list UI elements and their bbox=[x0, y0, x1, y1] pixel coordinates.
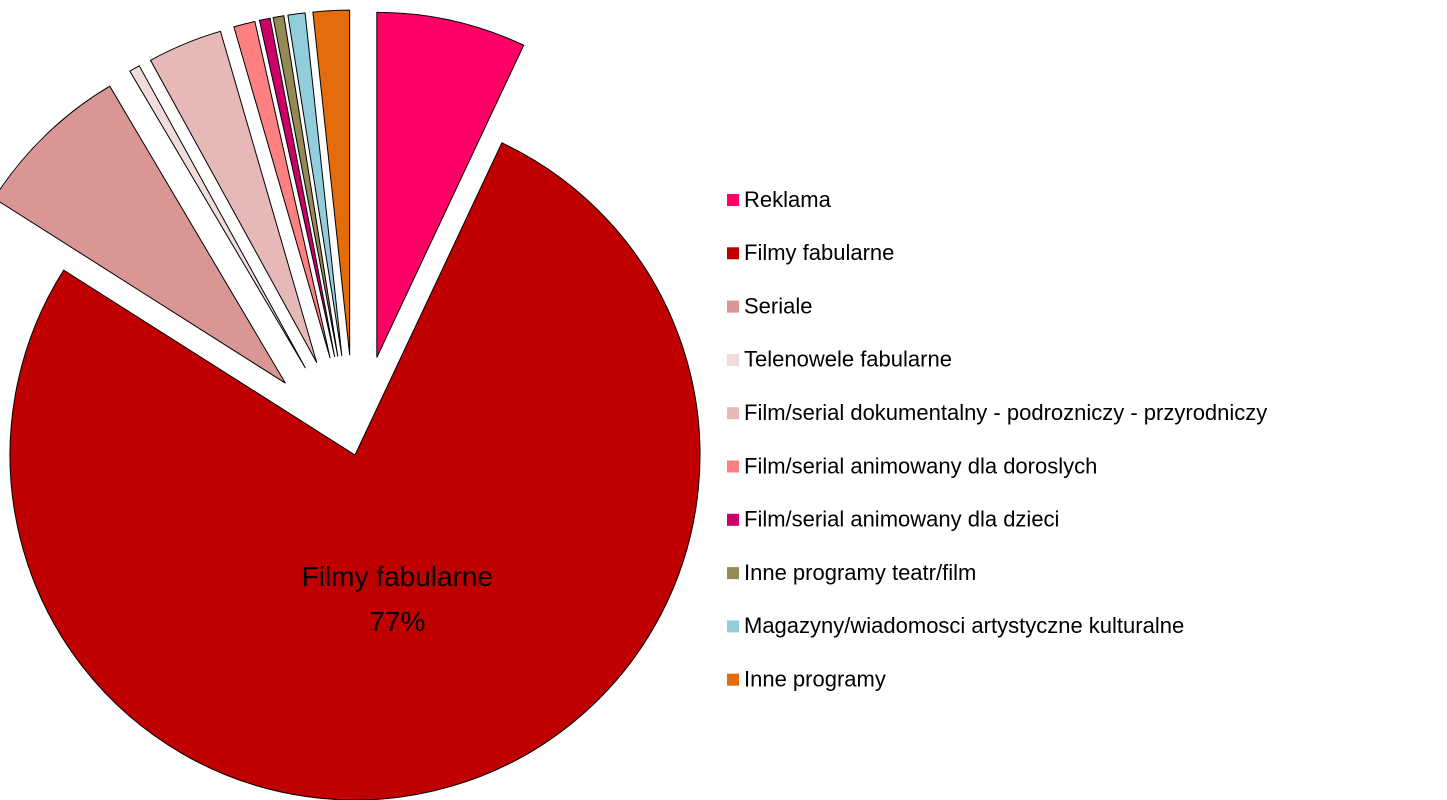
legend-swatch bbox=[727, 353, 739, 366]
pie-slice bbox=[287, 12, 343, 356]
legend-label: Inne programy teatr/film bbox=[744, 560, 976, 585]
pie-slice bbox=[312, 9, 351, 356]
pie-slice bbox=[376, 11, 525, 358]
legend-label: Film/serial dokumentalny - podrozniczy -… bbox=[744, 400, 1267, 425]
slice-category-label: Filmy fabularne bbox=[302, 561, 493, 592]
legend-swatch bbox=[727, 673, 739, 686]
legend-swatch bbox=[727, 407, 739, 420]
pie-slice bbox=[129, 65, 306, 369]
pie-slice bbox=[0, 85, 286, 384]
legend-label: Inne programy bbox=[744, 667, 886, 692]
legend-swatch bbox=[727, 194, 739, 206]
legend-swatch bbox=[727, 567, 739, 580]
legend-label: Film/serial animowany dla dzieci bbox=[744, 507, 1059, 532]
legend-label: Magazyny/wiadomosci artystyczne kultural… bbox=[744, 613, 1184, 638]
legend-label: Film/serial animowany dla doroslych bbox=[744, 453, 1097, 478]
legend-label: Seriale bbox=[744, 293, 812, 318]
legend-swatch bbox=[727, 247, 739, 260]
legend-swatch bbox=[727, 513, 739, 526]
legend-swatch bbox=[727, 300, 739, 313]
pie-slice bbox=[258, 17, 336, 358]
legend-swatch bbox=[727, 620, 739, 633]
pie-slice bbox=[272, 15, 339, 357]
pie-slice bbox=[149, 30, 318, 363]
legend-label: Filmy fabularne bbox=[744, 240, 894, 265]
pie-slice bbox=[9, 142, 701, 800]
legend-label: Reklama bbox=[744, 187, 832, 212]
legend-swatch bbox=[727, 460, 739, 473]
slice-value-label: 77% bbox=[369, 606, 425, 637]
legend-label: Telenowele fabularne bbox=[744, 347, 952, 372]
pie-slice bbox=[233, 20, 331, 359]
